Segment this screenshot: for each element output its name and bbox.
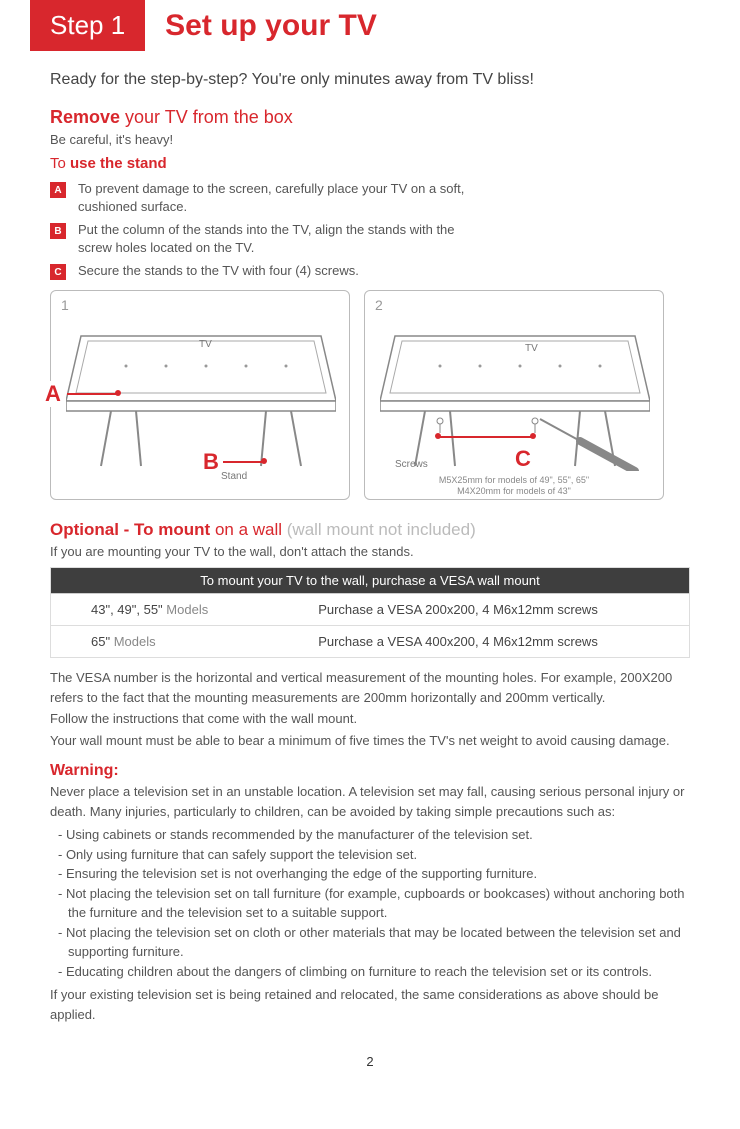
- remove-title: Remove your TV from the box: [50, 107, 700, 128]
- remove-sub: Be careful, it's heavy!: [50, 132, 700, 147]
- use-stand-prefix: To: [50, 155, 70, 172]
- warning-list: - Using cabinets or stands recommended b…: [54, 825, 690, 981]
- warning-item: - Educating children about the dangers o…: [54, 962, 690, 982]
- remove-title-rest: your TV from the box: [120, 107, 293, 127]
- callout-a-line: [67, 393, 117, 395]
- vesa-table: To mount your TV to the wall, purchase a…: [50, 567, 690, 658]
- warning-item: - Only using furniture that can safely s…: [54, 845, 690, 865]
- callout-c-line: [437, 436, 532, 438]
- warning-intro: Never place a television set in an unsta…: [50, 782, 690, 821]
- step-letter-b: B: [50, 223, 66, 239]
- vesa-spec-1: Purchase a VESA 200x200, 4 M6x12mm screw…: [306, 594, 689, 625]
- screw-spec-1: M5X25mm for models of 49", 55", 65": [365, 475, 663, 485]
- tv-illustration-1: [66, 311, 336, 471]
- diagram-1: 1 TV Stand A B: [50, 290, 350, 500]
- step-letter-c: C: [50, 264, 66, 280]
- stand-label: Stand: [221, 471, 247, 482]
- optional-on: on a wall: [210, 520, 287, 539]
- screws-label: Screws: [395, 459, 428, 470]
- warning-item: - Not placing the television set on clot…: [54, 923, 690, 962]
- diagram-2: 2 TV Screws C: [364, 290, 664, 500]
- warning-outro: If your existing television set is being…: [50, 985, 690, 1024]
- stand-step-row: B Put the column of the stands into the …: [50, 221, 700, 256]
- vesa-para-3: Your wall mount must be able to bear a m…: [50, 731, 690, 751]
- use-stand-title: To use the stand: [50, 155, 700, 172]
- remove-title-bold: Remove: [50, 107, 120, 127]
- vesa-row: 43", 49", 55" Models Purchase a VESA 200…: [51, 594, 689, 625]
- callout-b: B: [203, 449, 219, 475]
- vesa-spec-2: Purchase a VESA 400x200, 4 M6x12mm screw…: [306, 626, 689, 657]
- callout-c: C: [515, 446, 531, 472]
- stand-step-row: C Secure the stands to the TV with four …: [50, 262, 700, 280]
- vesa-row: 65" Models Purchase a VESA 400x200, 4 M6…: [51, 625, 689, 657]
- warning-item: - Ensuring the television set is not ove…: [54, 864, 690, 884]
- stand-step-row: A To prevent damage to the screen, caref…: [50, 180, 700, 215]
- step-text-a: To prevent damage to the screen, careful…: [78, 180, 478, 215]
- callout-b-line: [223, 461, 263, 463]
- vesa-para-1: The VESA number is the horizontal and ve…: [50, 668, 690, 707]
- use-stand-bold: use the stand: [70, 155, 167, 172]
- vesa-models-1: 43", 49", 55" Models: [51, 594, 306, 625]
- optional-sub: If you are mounting your TV to the wall,…: [50, 544, 690, 559]
- diagram-row: 1 TV Stand A B: [50, 290, 690, 500]
- vesa-models-2: 65" Models: [51, 626, 306, 657]
- step-header: Step 1 Set up your TV: [40, 0, 700, 51]
- step-text-b: Put the column of the stands into the TV…: [78, 221, 478, 256]
- tv-label-1: TV: [199, 339, 212, 350]
- screw-spec-2: M4X20mm for models of 43": [365, 486, 663, 496]
- optional-paren: (wall mount not included): [287, 520, 476, 539]
- intro-text: Ready for the step-by-step? You're only …: [50, 71, 700, 89]
- warning-item: - Not placing the television set on tall…: [54, 884, 690, 923]
- step-badge: Step 1: [30, 0, 145, 51]
- stand-steps-list: A To prevent damage to the screen, caref…: [50, 180, 700, 280]
- optional-bold: Optional - To mount: [50, 520, 210, 539]
- step-title: Set up your TV: [165, 9, 377, 43]
- page-number: 2: [40, 1054, 700, 1069]
- vesa-para-2: Follow the instructions that come with t…: [50, 709, 690, 729]
- callout-a: A: [45, 381, 61, 407]
- optional-title: Optional - To mount on a wall (wall moun…: [50, 520, 690, 540]
- tv-label-2: TV: [525, 343, 538, 354]
- warning-title: Warning:: [50, 762, 690, 780]
- step-text-c: Secure the stands to the TV with four (4…: [78, 262, 359, 280]
- step-letter-a: A: [50, 182, 66, 198]
- vesa-table-head: To mount your TV to the wall, purchase a…: [51, 568, 689, 593]
- warning-item: - Using cabinets or stands recommended b…: [54, 825, 690, 845]
